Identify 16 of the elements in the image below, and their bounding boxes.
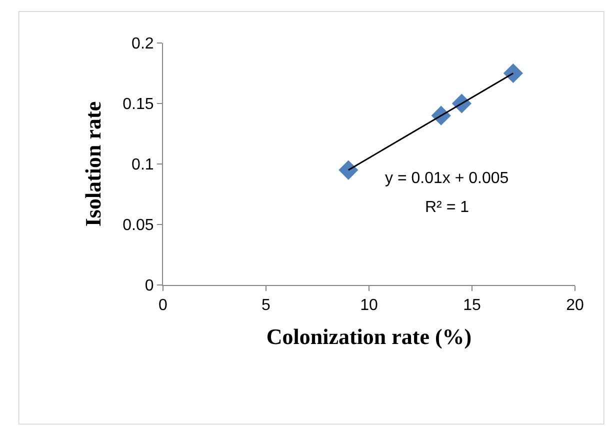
x-tick-label: 0 [158,297,168,314]
x-tick-label: 20 [566,297,584,314]
y-tick-label: 0 [144,278,154,295]
y-tick-label: 0.15 [122,96,154,114]
x-axis-title: Colonization rate (%) [266,324,472,350]
x-tick-label: 5 [262,297,271,314]
y-tick-label: 0.1 [132,156,154,174]
annotation: R² = 1 [425,199,470,216]
y-tick-label: 0.05 [122,217,154,234]
point [338,160,358,180]
annotation: y = 0.01x + 0.005 [385,170,509,187]
y-axis-title: Isolation rate [80,101,106,227]
x-tick-label: 15 [463,297,481,314]
x-tick-label: 10 [360,297,378,314]
y-tick-label: 0.2 [132,36,154,53]
point [504,64,523,83]
